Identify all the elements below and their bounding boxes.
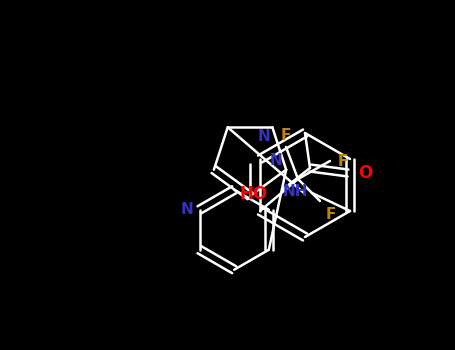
Text: O: O bbox=[358, 164, 372, 182]
Text: F: F bbox=[338, 154, 349, 168]
Text: F: F bbox=[281, 128, 291, 143]
Text: HO: HO bbox=[240, 185, 268, 203]
Text: N: N bbox=[269, 153, 282, 168]
Text: N: N bbox=[181, 202, 193, 217]
Text: F: F bbox=[326, 207, 336, 222]
Text: N: N bbox=[258, 129, 270, 144]
Text: NH: NH bbox=[283, 183, 308, 198]
